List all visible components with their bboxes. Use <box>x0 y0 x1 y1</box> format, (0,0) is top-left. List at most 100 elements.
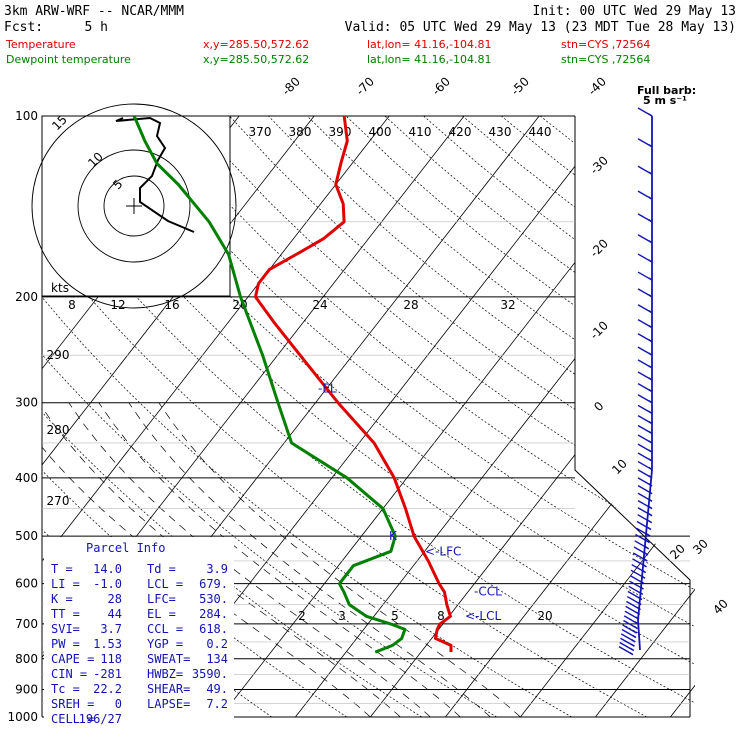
wind-barb <box>623 619 638 630</box>
wind-barb <box>637 383 653 393</box>
parcel-info-cell: 618. <box>199 622 228 636</box>
dewpoint-legend-stn: stn=CYS ,72564 <box>561 53 650 66</box>
dewpoint-legend-latlon: lat,lon= 41.16,-104.81 <box>367 53 492 66</box>
wind-barb <box>637 514 653 524</box>
fcst-value: 5 h <box>85 20 108 35</box>
hodograph-ring <box>31 103 237 309</box>
dry-adiabat <box>229 116 695 717</box>
parcel-info-cell: 0.2 <box>206 637 228 651</box>
parcel-info-cell: CELL = <box>51 712 94 726</box>
temperature-legend-xy: x,y=285.50,572.62 <box>203 38 309 51</box>
pressure-tick-label: 100 <box>15 109 38 123</box>
wind-barb <box>637 333 653 343</box>
parcel-info-cell: LFC= <box>147 592 176 606</box>
wind-barb <box>637 452 653 462</box>
parcel-info-cell: T = <box>51 562 73 576</box>
wind-barb <box>637 371 653 381</box>
hodograph-speed-label: 8 <box>68 298 76 312</box>
parcel-info-cell: 1.53 <box>93 637 122 651</box>
wind-barb <box>637 499 653 510</box>
hodograph-speed-label: 32 <box>500 298 515 312</box>
parcel-info-cell: 7.2 <box>206 697 228 711</box>
isotherm-label: 10 <box>609 456 630 477</box>
wind-barb <box>637 138 653 148</box>
barb-legend-line2: 5 m s⁻¹ <box>643 94 687 107</box>
wind-barb <box>637 477 653 487</box>
theta-e-label: 410 <box>409 125 432 139</box>
wind-barb <box>637 253 653 263</box>
wind-barb <box>626 600 641 611</box>
pressure-tick-label: 1000 <box>7 710 38 724</box>
parcel-info-cell: LAPSE= <box>147 697 190 711</box>
parcel-info-title: Parcel Info <box>86 541 165 555</box>
pressure-tick-label: 700 <box>15 617 38 631</box>
pressure-tick-label: 600 <box>15 577 38 591</box>
dry-adiabat-label: 290 <box>47 348 70 362</box>
wind-barb <box>625 605 641 616</box>
level-annotation: -EL <box>318 381 337 395</box>
parcel-info-cell: 3.7 <box>100 622 122 636</box>
wind-barb <box>637 304 653 314</box>
hodograph-speed-label: 16 <box>164 298 179 312</box>
parcel-info-rows: T = 14.0 Td = 3.9 LI = -1.0 LCL = 679. K = 28 LFC=… <box>51 562 228 726</box>
wind-barb <box>637 415 653 425</box>
mixing-ratio-label: 2 <box>298 609 306 623</box>
parcel-info-cell: CAPE = <box>51 652 94 666</box>
wind-barb <box>632 558 647 568</box>
parcel-info-cell: K = <box>51 592 73 606</box>
isotherm-line <box>520 116 695 717</box>
wind-barb <box>621 628 637 639</box>
wind-barb <box>637 443 653 453</box>
parcel-info-box <box>44 537 234 727</box>
valid-time: Valid: 05 UTC Wed 29 May 13 (23 MDT Tue … <box>345 20 736 35</box>
lfc-marker: K <box>389 529 398 543</box>
dry-adiabat-label: 270 <box>47 494 70 508</box>
wind-barb <box>637 434 653 444</box>
hodograph-speed-label: 12 <box>110 298 125 312</box>
hodograph-trace <box>115 116 195 233</box>
hodograph-ring <box>103 175 165 237</box>
parcel-info-cell: PW = <box>51 637 80 651</box>
wind-barb <box>637 394 653 404</box>
wind-barb <box>637 507 653 517</box>
parcel-info-cell: HWBZ= <box>147 667 183 681</box>
mixing-ratio-label: 8 <box>437 609 445 623</box>
temperature-legend: Temperature x,y=285.50,572.62 lat,lon= 4… <box>5 38 650 51</box>
parcel-info-cell: 44 <box>108 607 122 621</box>
theta-e-label: 380 <box>289 125 312 139</box>
dry-adiabat <box>306 116 695 717</box>
isotherm-line <box>370 116 695 717</box>
parcel-info-cell: 134 <box>206 652 228 666</box>
theta-e-label: 440 <box>529 125 552 139</box>
wind-barb <box>637 213 653 223</box>
parcel-info-cell: 530. <box>199 592 228 606</box>
level-annotation: <-LFC <box>425 544 461 558</box>
wind-barb <box>632 552 648 562</box>
wind-barbs <box>618 107 653 656</box>
parcel-info-cell: SREH = <box>51 697 94 711</box>
theta-e-label: 370 <box>249 125 272 139</box>
parcel-info-cell: Td = <box>147 562 176 576</box>
wind-barb <box>624 610 640 620</box>
hodograph-speed-label: 24 <box>312 298 327 312</box>
parcel-info-cell: 0 <box>115 697 122 711</box>
theta-e-label: 400 <box>369 125 392 139</box>
wind-barb <box>637 271 653 281</box>
parcel-info-cell: 196/27 <box>79 712 122 726</box>
wind-barb <box>637 319 653 329</box>
wind-barb <box>636 520 652 531</box>
wind-barb <box>619 641 635 652</box>
temperature-legend-latlon: lat,lon= 41.16,-104.81 <box>367 38 492 51</box>
parcel-info-cell: Tc = <box>51 682 80 696</box>
dewpoint-legend-name: Dewpoint temperature <box>6 53 131 66</box>
parcel-info-panel: Parcel Info T = 14.0 Td = 3.9 LI = -1.0 LCL = 6… <box>44 537 234 727</box>
pressure-tick-label: 800 <box>15 652 38 666</box>
wind-barb <box>635 533 650 544</box>
wind-barb <box>637 165 653 175</box>
temperature-legend-name: Temperature <box>5 38 76 51</box>
wind-barb <box>637 424 653 435</box>
level-annotation: <-LCL <box>465 609 501 623</box>
wind-barb <box>637 404 653 415</box>
wind-barb <box>637 190 653 200</box>
